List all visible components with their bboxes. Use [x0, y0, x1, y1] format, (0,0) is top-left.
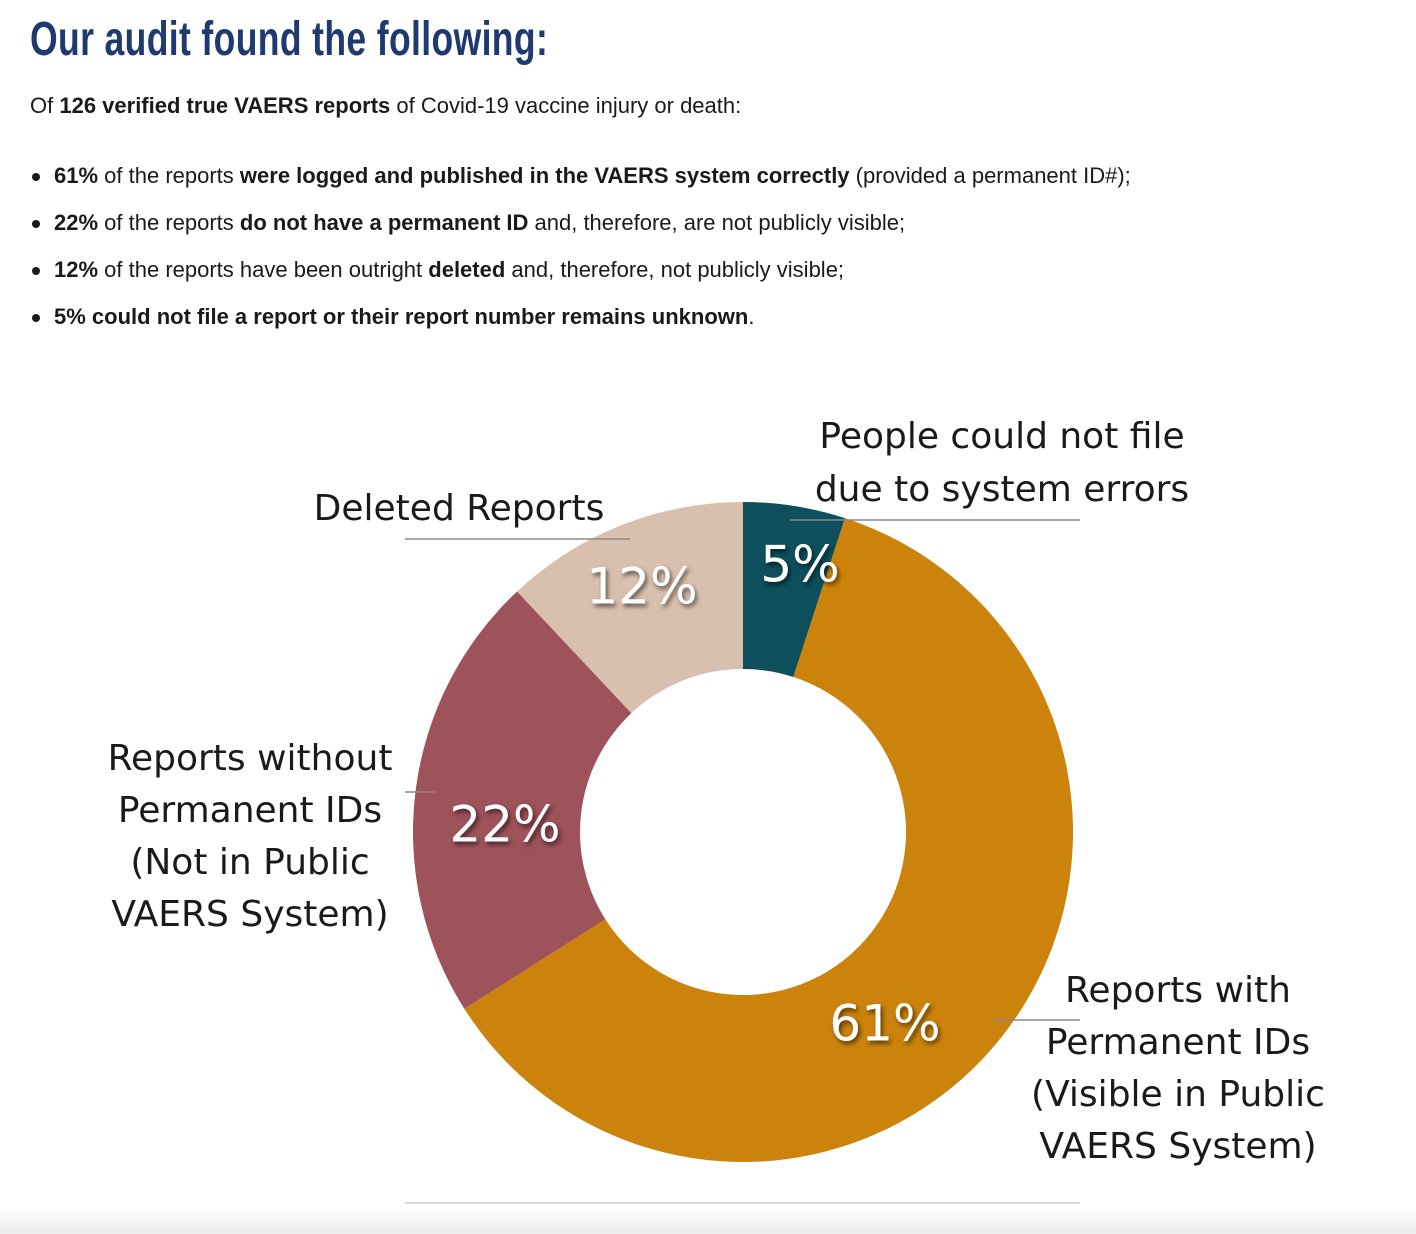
slice-percent-label: 12% [586, 558, 697, 616]
finding-emphasis: deleted [428, 257, 506, 282]
finding-item: 12% of the reports have been outright de… [30, 252, 1131, 299]
callout-line: Permanent IDs [1046, 1022, 1310, 1063]
finding-text: and, therefore, are not publicly visible… [528, 210, 906, 235]
finding-item: 22% of the reports do not have a permane… [30, 205, 1131, 252]
callout-line: due to system errors [815, 469, 1189, 510]
slice-callout-label: People could not file due to system error… [815, 416, 1189, 510]
callout-line: (Not in Public [130, 842, 369, 883]
callout-line: VAERS System) [111, 894, 388, 935]
donut-slice [464, 518, 1073, 1162]
callout-line: VAERS System) [1039, 1126, 1316, 1167]
finding-text: (provided a permanent ID#); [849, 163, 1131, 188]
finding-text: and, therefore, not publicly visible; [505, 257, 845, 282]
donut-chart: 5% 61% 22% 12% People could not file due to … [108, 416, 1325, 1204]
callout-labels: People could not file due to system error… [108, 416, 1325, 1167]
donut-slice [413, 591, 632, 1009]
slice-percent-label: 61% [829, 995, 940, 1053]
finding-percent: 5% [54, 304, 86, 329]
finding-text: of the reports have been outright [98, 257, 429, 282]
donut-slice [743, 502, 845, 677]
finding-emphasis: were logged and published in the VAERS s… [239, 163, 850, 188]
finding-text: of the reports [98, 163, 240, 188]
intro-prefix: Of [30, 93, 60, 118]
finding-emphasis: do not have a permanent ID [239, 210, 529, 235]
slice-percent-label: 22% [449, 796, 560, 854]
slice-percent-label: 5% [760, 536, 839, 594]
callout-line: Reports with [1065, 970, 1291, 1011]
callout-line: (Visible in Public [1031, 1074, 1325, 1115]
donut-slice [517, 502, 743, 714]
finding-percent: 22% [54, 210, 99, 235]
slice-callout-label: Deleted Reports [314, 488, 605, 529]
intro-bold: 126 verified true VAERS reports [59, 93, 391, 118]
finding-item: 5% could not file a report or their repo… [30, 299, 1131, 346]
callout-line: Reports without [108, 738, 393, 779]
finding-item: 61% of the reports were logged and publi… [30, 158, 1131, 205]
percent-labels: 5% 61% 22% 12% [449, 536, 940, 1053]
finding-emphasis: could not file a report or their report … [91, 304, 749, 329]
callout-line: Deleted Reports [314, 488, 605, 529]
bottom-fade [0, 1208, 1416, 1234]
finding-text: of the reports [98, 210, 240, 235]
slice-callout-label: Reports without Permanent IDs (Not in Publ… [108, 738, 393, 935]
findings-list: 61% of the reports were logged and publi… [30, 158, 1131, 346]
donut-slices [413, 502, 1073, 1162]
intro-suffix: of Covid-19 vaccine injury or death: [390, 93, 742, 118]
finding-percent: 61% [54, 163, 99, 188]
callout-line: People could not file [819, 416, 1184, 457]
slice-callout-label: Reports with Permanent IDs (Visible in Pub… [1031, 970, 1325, 1167]
finding-text: . [748, 304, 755, 329]
intro-text: Of 126 verified true VAERS reports of Co… [30, 90, 741, 122]
callout-line: Permanent IDs [118, 790, 382, 831]
callout-leaders [405, 519, 1080, 1021]
finding-percent: 12% [54, 257, 99, 282]
page-title: Our audit found the following: [30, 13, 549, 66]
